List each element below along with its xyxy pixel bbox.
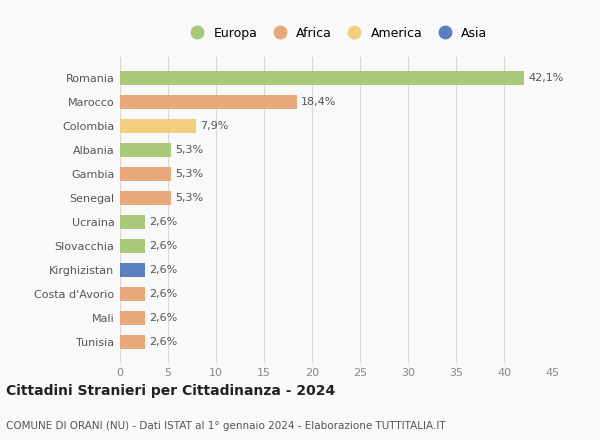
Text: 5,3%: 5,3%: [175, 193, 203, 203]
Text: 2,6%: 2,6%: [149, 241, 177, 251]
Bar: [120, 239, 145, 253]
Text: 2,6%: 2,6%: [149, 265, 177, 275]
Text: 42,1%: 42,1%: [528, 73, 563, 83]
Text: 2,6%: 2,6%: [149, 313, 177, 323]
Text: 2,6%: 2,6%: [149, 337, 177, 347]
Bar: [120, 335, 145, 349]
Bar: [120, 119, 196, 133]
Bar: [120, 95, 296, 110]
Legend: Europa, Africa, America, Asia: Europa, Africa, America, Asia: [185, 27, 487, 40]
Text: Cittadini Stranieri per Cittadinanza - 2024: Cittadini Stranieri per Cittadinanza - 2…: [6, 384, 335, 398]
Bar: [120, 311, 145, 325]
Text: COMUNE DI ORANI (NU) - Dati ISTAT al 1° gennaio 2024 - Elaborazione TUTTITALIA.I: COMUNE DI ORANI (NU) - Dati ISTAT al 1° …: [6, 421, 446, 431]
Bar: [120, 191, 171, 205]
Bar: [120, 287, 145, 301]
Text: 18,4%: 18,4%: [301, 97, 336, 107]
Bar: [120, 167, 171, 181]
Bar: [120, 71, 524, 85]
Bar: [120, 143, 171, 158]
Text: 5,3%: 5,3%: [175, 169, 203, 179]
Text: 2,6%: 2,6%: [149, 217, 177, 227]
Bar: [120, 215, 145, 229]
Text: 2,6%: 2,6%: [149, 289, 177, 299]
Text: 5,3%: 5,3%: [175, 145, 203, 155]
Text: 7,9%: 7,9%: [200, 121, 228, 131]
Bar: [120, 263, 145, 277]
